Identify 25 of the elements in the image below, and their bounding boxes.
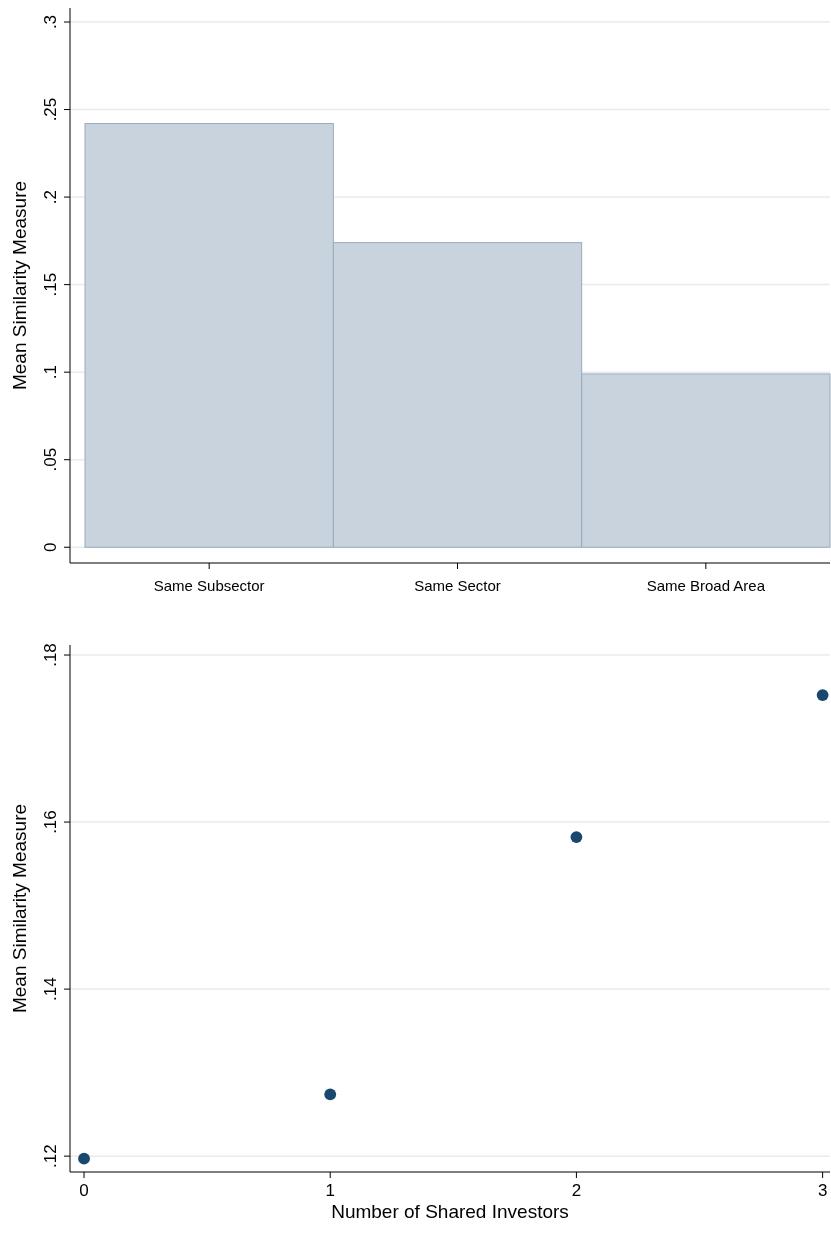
point [570, 831, 583, 843]
y-tick-label: .1 [41, 365, 60, 380]
x-tick-label: Same Sector [414, 577, 501, 594]
x-tick-label: Same Broad Area [646, 577, 766, 594]
x-tick-label: 3 [817, 1181, 828, 1200]
y-tick-label: .05 [41, 447, 60, 472]
y-tick-label: .25 [41, 97, 60, 122]
y-tick-label: .12 [41, 1144, 60, 1168]
y-tick-label: .16 [41, 810, 60, 834]
x-tick-label: 0 [79, 1181, 89, 1200]
y-axis-title: Mean Similarity Measure [9, 180, 30, 391]
y-tick-label: .18 [41, 643, 60, 667]
point [816, 689, 829, 702]
y-tick-label: .14 [41, 977, 60, 1001]
point [78, 1152, 90, 1165]
y-tick-label: 0 [41, 542, 60, 552]
y-tick-label: .2 [41, 189, 60, 205]
x-axis-title: Number of Shared Investors [331, 1201, 569, 1222]
point [324, 1088, 337, 1101]
y-tick-label: .15 [41, 272, 60, 297]
x-tick-label: Same Subsector [153, 577, 265, 594]
y-axis-title: Mean Similarity Measure [9, 803, 30, 1014]
y-tick-label: .3 [41, 14, 60, 30]
x-tick-label: 1 [325, 1181, 335, 1200]
x-tick-label: 2 [571, 1181, 582, 1200]
